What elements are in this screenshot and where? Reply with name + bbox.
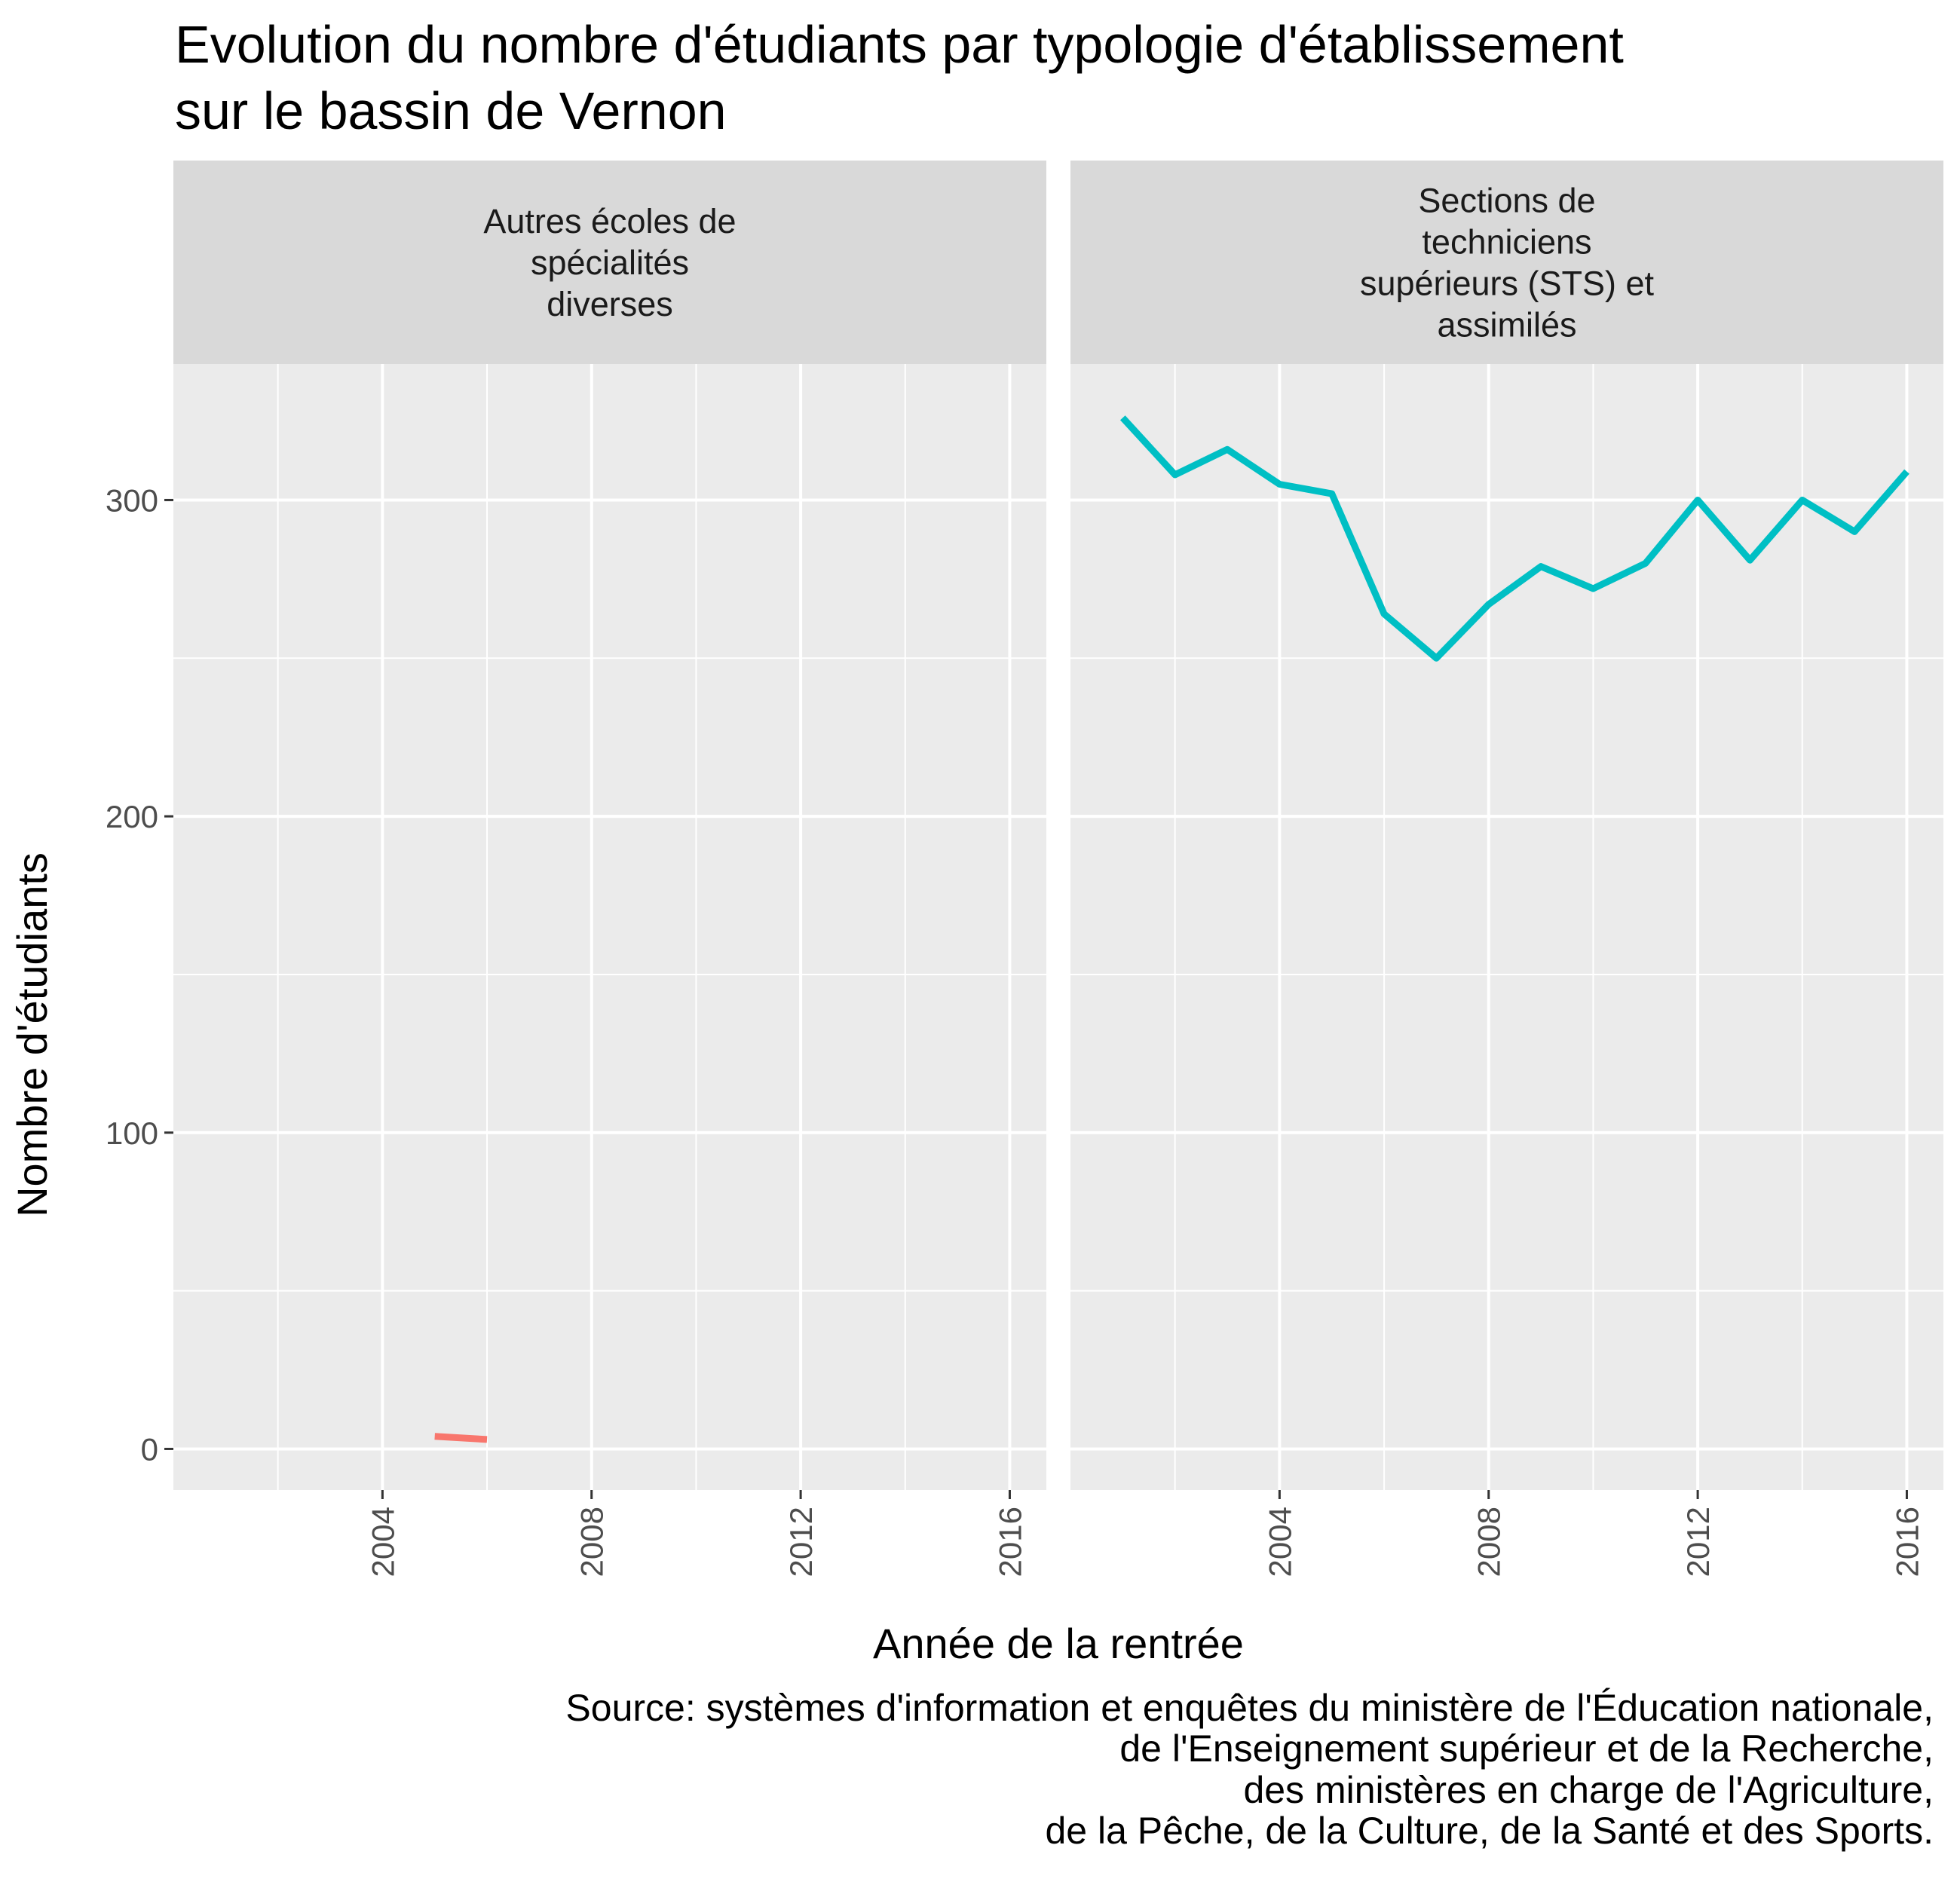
chart-title-line-1: Evolution du nombre d'étudiants par typo… — [175, 15, 1624, 74]
chart-title-line-2: sur le bassin de Vernon — [175, 81, 727, 140]
x-tick-label: 2004 — [1262, 1507, 1297, 1577]
data-point — [1642, 560, 1649, 567]
facet-strip-label: Sections de — [1418, 182, 1595, 220]
x-tick-label: 2012 — [1680, 1507, 1716, 1577]
facet-strip-label: spécialités — [531, 243, 689, 282]
data-point — [1328, 491, 1335, 497]
y-tick-label: 200 — [106, 799, 158, 834]
facet-strip-label: techniciens — [1422, 223, 1591, 262]
facet-strip-label: assimilés — [1437, 306, 1576, 344]
facet-strip-label: diverses — [547, 285, 673, 323]
caption-line-4: de la Pêche, de la Culture, de la Santé … — [1045, 1810, 1934, 1852]
data-point — [1747, 557, 1753, 564]
panel-background — [1070, 364, 1943, 1490]
data-point — [1590, 585, 1597, 592]
x-tick-label: 2012 — [783, 1507, 819, 1577]
data-point — [1276, 481, 1283, 488]
series-line-2 — [1119, 415, 1909, 662]
data-point — [431, 1433, 438, 1440]
y-axis-title: Nombre d'étudiants — [8, 852, 56, 1217]
data-point — [484, 1436, 491, 1443]
data-point — [1695, 497, 1701, 503]
x-axis-title: Année de la rentrée — [873, 1620, 1244, 1667]
caption-line-3: des ministères en charge de l'Agricultur… — [1243, 1769, 1934, 1811]
caption-line-2: de l'Enseignement supérieur et de la Rec… — [1119, 1727, 1934, 1770]
y-tick-label: 100 — [106, 1115, 158, 1151]
data-point — [1433, 655, 1440, 662]
series-line-1 — [434, 1433, 488, 1443]
facet-strip-label: supérieurs (STS) et — [1360, 265, 1655, 303]
x-tick-label: 2008 — [574, 1507, 610, 1577]
data-point — [1171, 471, 1178, 478]
x-tick-label: 2016 — [1889, 1507, 1925, 1577]
y-tick-label: 0 — [141, 1431, 158, 1467]
facet-strip-label: Autres écoles de — [483, 202, 736, 240]
caption: Source: systèmes d'information et enquêt… — [565, 1687, 1934, 1852]
panel-background — [173, 364, 1046, 1490]
data-point — [1224, 446, 1231, 453]
y-tick-label: 300 — [106, 482, 158, 518]
y-axis: 0 100 200 300 — [106, 482, 173, 1467]
data-point — [1119, 415, 1126, 421]
x-tick-label: 2008 — [1472, 1507, 1507, 1577]
data-point — [1538, 563, 1545, 570]
data-point — [1381, 610, 1388, 617]
x-tick-label: 2016 — [992, 1507, 1027, 1577]
data-point — [1799, 497, 1805, 503]
data-point — [1903, 468, 1910, 475]
facet-strip — [1070, 161, 1943, 364]
data-point — [1485, 601, 1492, 607]
caption-line-1: Source: systèmes d'information et enquêt… — [565, 1687, 1934, 1729]
x-tick-label: 2004 — [365, 1507, 400, 1577]
data-point — [1851, 528, 1858, 535]
facet-strip — [173, 161, 1046, 364]
